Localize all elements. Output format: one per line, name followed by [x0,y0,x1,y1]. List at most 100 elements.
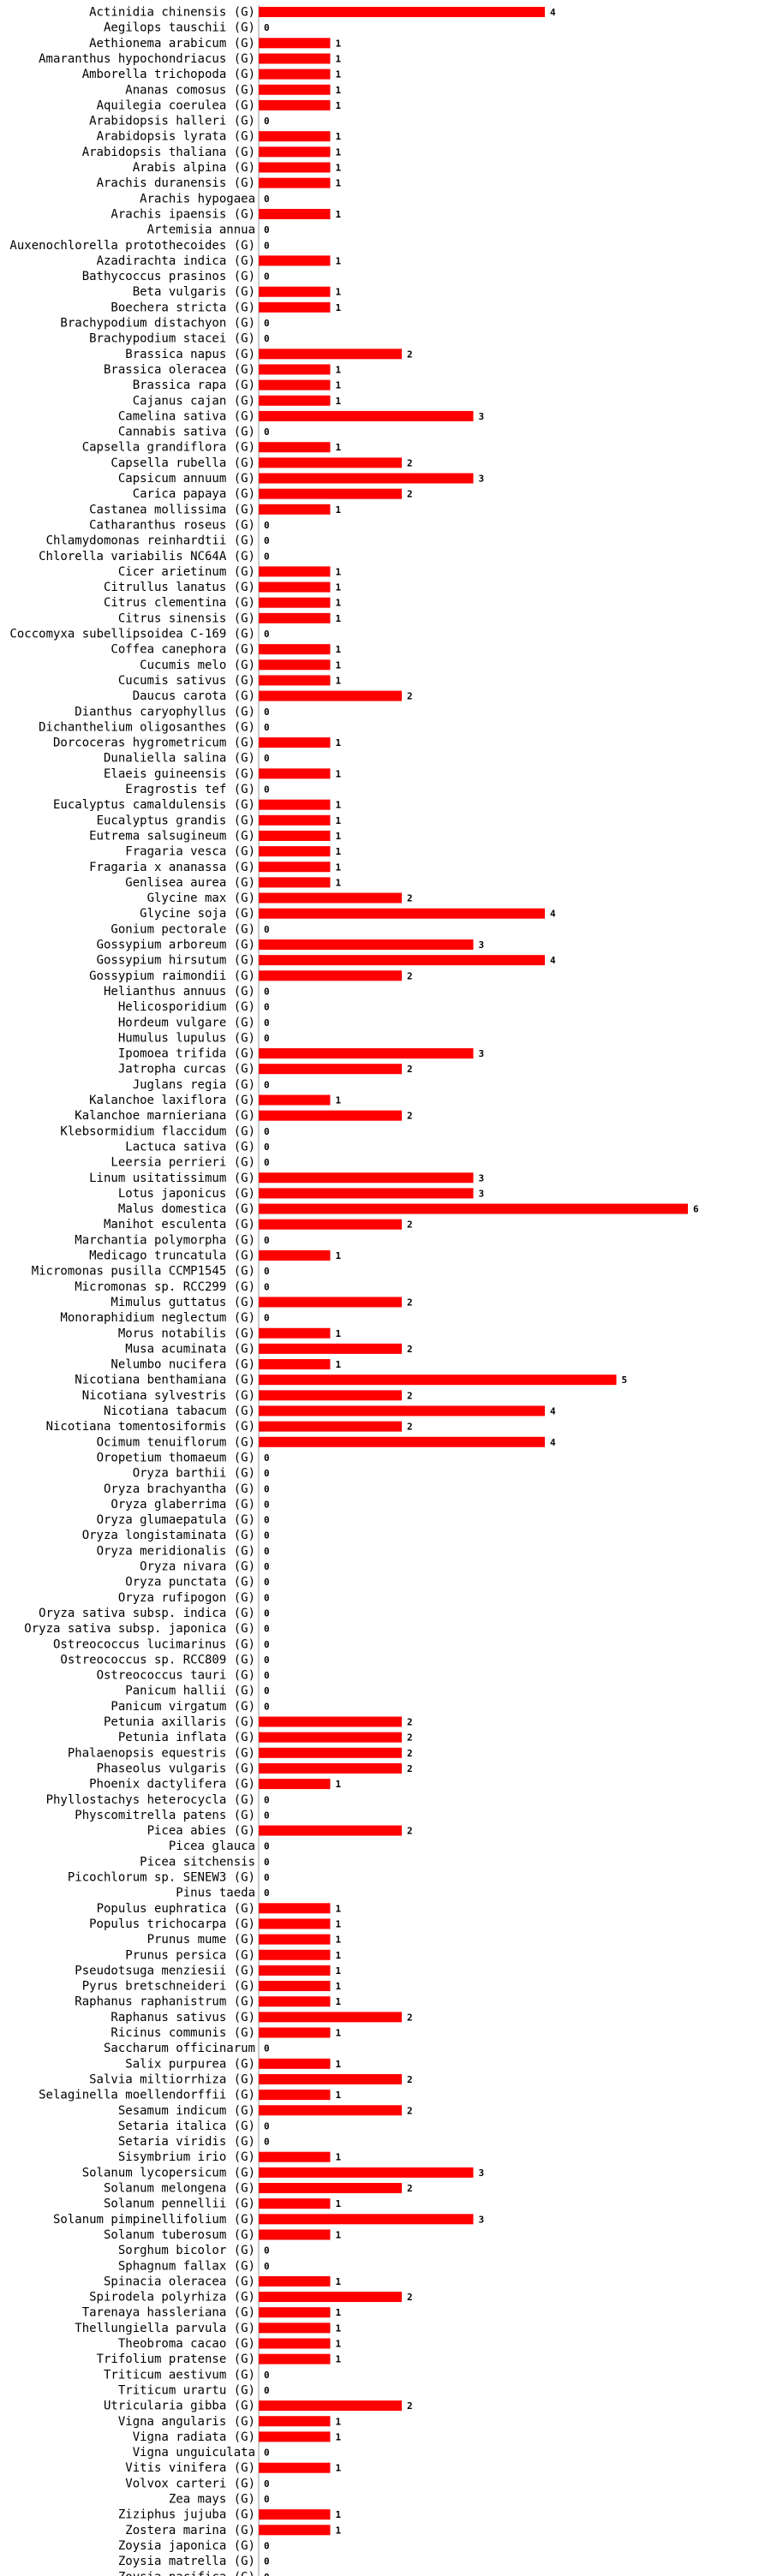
category-label: Lactuca sativa (G) [125,1140,255,1154]
category-label: Oryza glaberrima (G) [111,1498,255,1512]
data-label: 1 [336,1935,342,1946]
data-label: 1 [336,1918,342,1929]
bar [259,2338,331,2349]
data-label: 1 [336,1981,342,1992]
category-label: Coffea canephora (G) [111,643,255,657]
data-label: 0 [264,707,270,718]
category-label: Nicotiana sylvestris (G) [82,1389,255,1403]
data-label: 0 [264,722,270,733]
category-label: Oryza nivara (G) [140,1560,255,1574]
category-label: Artemisia annua [147,224,255,237]
data-label: 1 [336,815,342,826]
category-label: Dianthus caryophyllus (G) [75,705,255,719]
data-label: 1 [336,2354,342,2365]
category-label: Morus notabilis (G) [118,1327,255,1340]
category-label: Capsicum annuum (G) [118,472,255,486]
category-label: Ocimum tenuiflorum (G) [97,1435,255,1449]
category-label: Eucalyptus camaldulensis (G) [53,798,255,812]
bar [259,349,402,360]
data-label: 0 [264,924,270,935]
bar [259,1390,402,1401]
data-label: 1 [336,2276,342,2287]
data-label: 1 [336,1328,342,1339]
data-label: 2 [407,457,413,468]
category-label: Citrus sinensis (G) [118,611,255,625]
category-label: Arabidopsis halleri (G) [89,115,255,128]
category-label: Carica papaya (G) [133,487,255,501]
category-label: Oryza brachyantha (G) [104,1482,255,1496]
category-label: Fragaria x ananassa (G) [89,861,255,874]
data-label: 1 [336,100,342,111]
category-label: Petunia inflata (G) [118,1731,255,1744]
category-label: Zoysia japonica (G) [118,2539,255,2553]
bar [259,1918,331,1929]
bar [259,1188,474,1199]
bar [259,2431,331,2442]
data-label: 1 [336,2028,342,2039]
category-label: Cucumis melo (G) [140,659,255,672]
category-label: Picea abies (G) [147,1824,255,1838]
data-label: 2 [407,1111,413,1122]
bar [259,612,331,623]
category-label: Elaeis guineensis (G) [104,767,255,781]
data-label: 2 [407,893,413,904]
category-label: Pseudotsuga menziesii (G) [75,1964,255,1977]
data-label: 0 [264,2494,270,2505]
data-label: 1 [336,737,342,748]
category-label: Chlorella variabilis NC64A (G) [39,550,255,564]
data-label: 1 [336,1950,342,1961]
bar [259,2353,331,2364]
category-label: Cucumis sativus (G) [118,674,255,688]
data-label: 0 [264,1235,270,1246]
data-label: 1 [336,2509,342,2520]
data-label: 1 [336,877,342,888]
bar [259,2229,331,2240]
data-label: 0 [264,1872,270,1883]
category-label: Zoysia pacifica (G) [118,2570,255,2576]
data-label: 0 [264,1468,270,1479]
bar [259,2323,331,2334]
category-label: Micromonas sp. RCC299 (G) [75,1280,255,1294]
data-label: 2 [407,1422,413,1433]
bar [259,2058,331,2069]
category-label: Boechera stricta (G) [111,301,255,314]
category-label: Spinacia oleracea (G) [104,2275,255,2288]
data-label: 0 [264,535,270,546]
bar [259,2214,474,2225]
category-label: Gossypium raimondii (G) [89,969,255,983]
bar [259,1250,331,1261]
bar [259,1359,331,1370]
bar [259,690,402,701]
bar [259,1110,402,1121]
bar [259,69,331,80]
data-label: 0 [264,1002,270,1013]
data-label: 2 [407,1390,413,1401]
data-label: 0 [264,1313,270,1324]
data-label: 1 [336,1779,342,1790]
category-label: Kalanchoe marnieriana (G) [75,1109,255,1123]
category-label: Panicum virgatum (G) [111,1700,255,1714]
bar [259,1203,688,1214]
data-label: 4 [550,7,556,18]
category-label: Camelina sativa (G) [118,409,255,423]
category-label: Spirodela polyrhiza (G) [89,2291,255,2305]
data-label: 2 [407,1064,413,1075]
category-label: Auxenochlorella protothecoides (G) [9,239,255,253]
category-label: Arabidopsis lyrata (G) [97,130,255,144]
category-label: Amborella trichopoda (G) [82,68,255,81]
category-label: Citrullus lanatus (G) [104,581,255,594]
category-label: Salix purpurea (G) [125,2057,255,2071]
bar [259,675,331,686]
bar [259,395,331,406]
data-label: 1 [336,2525,342,2536]
bar [259,1934,331,1945]
category-label: Raphanus sativus (G) [111,2011,255,2024]
bar [259,301,331,313]
data-label: 1 [336,38,342,49]
bar [259,581,331,593]
bar [259,1779,331,1790]
category-label: Genlisea aurea (G) [125,876,255,890]
category-label: Vitis vinifera (G) [125,2461,255,2475]
bar [259,1343,402,1354]
data-label: 0 [264,240,270,251]
